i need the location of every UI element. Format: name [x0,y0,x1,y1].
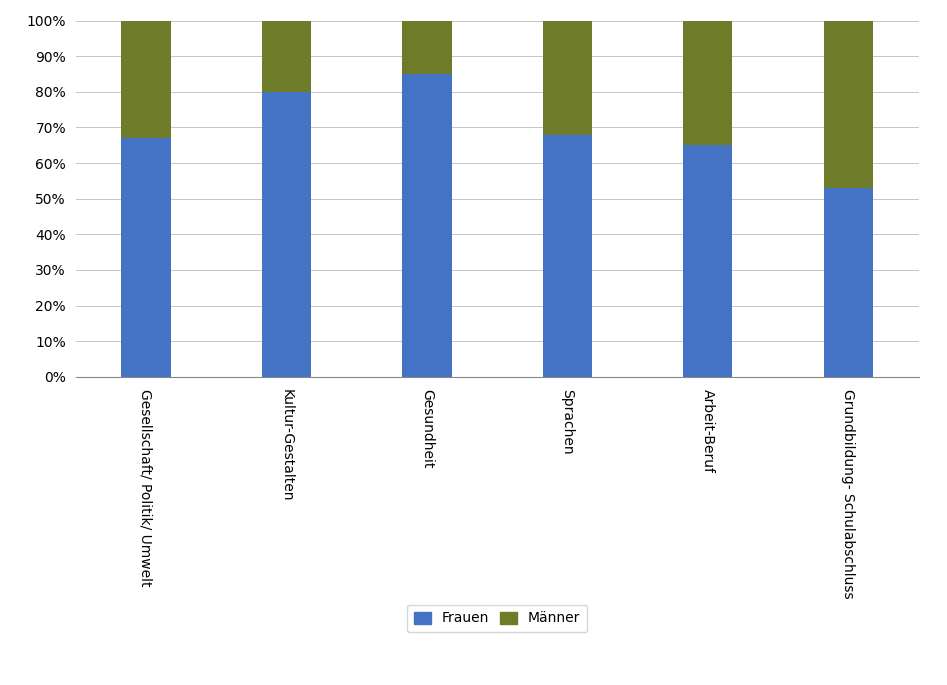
Bar [684,21,732,145]
Bar [824,21,873,188]
Bar [824,188,873,377]
Bar [402,21,452,74]
Bar [121,21,170,138]
Bar [262,21,311,92]
Bar [262,92,311,377]
Bar [684,145,732,377]
Bar [402,74,452,377]
Legend: Frauen, Männer: Frauen, Männer [407,605,587,632]
Bar [543,21,592,134]
Bar [121,138,170,377]
Bar [543,134,592,377]
